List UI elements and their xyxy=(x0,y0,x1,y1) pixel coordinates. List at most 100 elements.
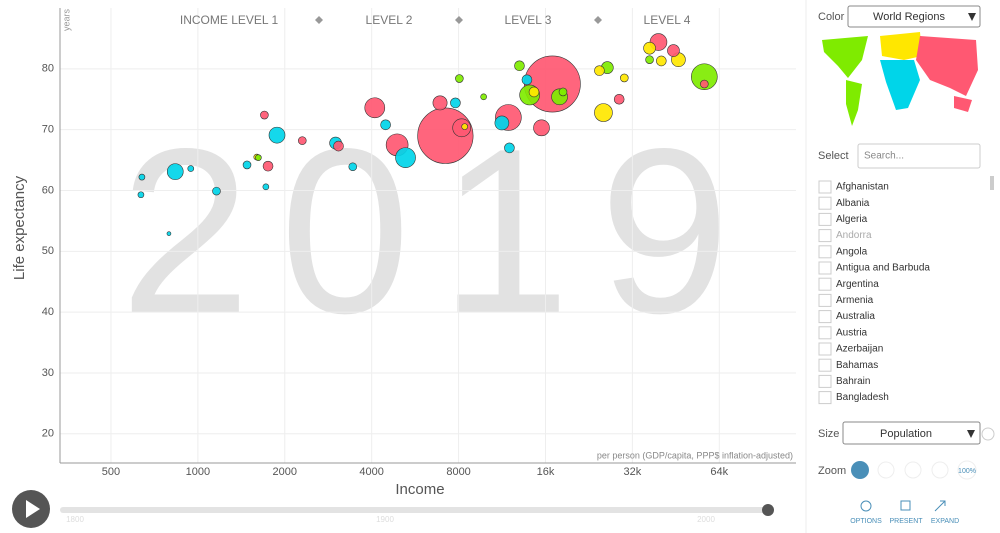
country-list: Afghanistan Albania Algeria Andorra Angola An… xyxy=(818,180,930,405)
checkbox[interactable] xyxy=(818,342,832,356)
bubble xyxy=(166,163,184,180)
bubble xyxy=(242,160,252,170)
map-region xyxy=(846,80,862,126)
size-value: Population xyxy=(880,428,932,440)
checkbox[interactable] xyxy=(818,196,832,210)
checkbox[interactable] xyxy=(818,180,832,194)
x-axis-title[interactable]: Income xyxy=(395,481,444,498)
country-name[interactable]: Azerbaijan xyxy=(836,344,883,355)
x-tick-label: 64k xyxy=(710,466,728,478)
country-name[interactable]: Bahrain xyxy=(836,376,870,387)
color-value: World Regions xyxy=(873,11,945,23)
bubble xyxy=(395,147,416,168)
zoom-full: 100% xyxy=(958,468,976,475)
bubble xyxy=(298,136,307,145)
x-tick-label: 32k xyxy=(624,466,642,478)
checkbox[interactable] xyxy=(818,277,832,291)
bubble xyxy=(137,191,145,199)
country-name[interactable]: Andorra xyxy=(836,230,872,241)
y-axis-title[interactable]: Life expectancy xyxy=(11,175,28,280)
zoom-pointer[interactable] xyxy=(851,461,869,479)
checkbox[interactable] xyxy=(818,261,832,275)
country-name[interactable]: Australia xyxy=(836,311,875,322)
map-region xyxy=(916,36,978,96)
bubble xyxy=(212,186,221,196)
dropdown-arrow xyxy=(967,430,975,438)
select-label: Select xyxy=(818,150,849,162)
help-icon[interactable] xyxy=(981,427,995,441)
x-tick-label: 1000 xyxy=(186,466,210,478)
bubble xyxy=(691,63,718,91)
checkbox[interactable] xyxy=(818,391,832,405)
zoom-pan[interactable] xyxy=(931,461,949,479)
bubble xyxy=(521,74,533,86)
region-map[interactable] xyxy=(822,32,978,126)
country-name[interactable]: Austria xyxy=(836,327,868,338)
bubble xyxy=(514,60,525,72)
bubble xyxy=(268,126,286,144)
checkbox[interactable] xyxy=(818,374,832,388)
search-box[interactable] xyxy=(857,143,981,169)
expand-button[interactable]: EXPAND xyxy=(931,518,959,525)
play-icon xyxy=(26,500,40,518)
present-button[interactable]: PRESENT xyxy=(889,518,923,525)
country-name[interactable]: Bangladesh xyxy=(836,392,889,403)
level-label: LEVEL 3 xyxy=(505,13,552,27)
bubble xyxy=(594,65,605,76)
bubble xyxy=(364,97,386,119)
map-region xyxy=(822,36,868,78)
x-tick-label: 500 xyxy=(102,466,120,478)
checkbox[interactable] xyxy=(818,229,832,243)
bubble xyxy=(667,44,680,57)
country-name[interactable]: Afghanistan xyxy=(836,182,889,193)
scrollbar[interactable] xyxy=(990,176,994,190)
checkbox[interactable] xyxy=(818,212,832,226)
y-unit: years xyxy=(61,9,71,32)
y-tick-label: 20 xyxy=(42,428,54,440)
bubble xyxy=(260,110,269,120)
bubble xyxy=(613,93,625,105)
timeline-label: 1800 xyxy=(66,515,84,524)
timeline-handle[interactable] xyxy=(762,504,774,516)
country-name[interactable]: Antigua and Barbuda xyxy=(836,263,930,274)
checkbox[interactable] xyxy=(818,358,832,372)
size-label: Size xyxy=(818,428,839,440)
options-button[interactable]: OPTIONS xyxy=(850,518,882,525)
x-tick-label: 8000 xyxy=(446,466,470,478)
bubble xyxy=(450,97,461,109)
country-name[interactable]: Armenia xyxy=(836,295,874,306)
country-name[interactable]: Angola xyxy=(836,246,868,257)
x-note: per person (GDP/capita, PPP$ inflation-a… xyxy=(597,450,793,460)
color-select[interactable] xyxy=(847,5,981,28)
checkbox[interactable] xyxy=(818,310,832,324)
level-separators xyxy=(315,16,602,24)
present-icon[interactable] xyxy=(900,500,911,511)
country-name[interactable]: Argentina xyxy=(836,279,879,290)
map-region xyxy=(954,96,972,112)
size-select[interactable] xyxy=(842,421,981,445)
bubble xyxy=(643,41,656,55)
bubble xyxy=(262,183,270,191)
checkbox[interactable] xyxy=(818,293,832,307)
zoom-out[interactable] xyxy=(904,461,922,479)
country-name[interactable]: Algeria xyxy=(836,214,868,225)
color-label: Color xyxy=(818,11,845,23)
timeline-track[interactable] xyxy=(60,507,768,513)
expand-icon[interactable] xyxy=(934,500,946,512)
country-name[interactable]: Bahamas xyxy=(836,360,878,371)
bubble xyxy=(533,119,550,137)
y-tick-label: 70 xyxy=(42,124,54,136)
country-name[interactable]: Albania xyxy=(836,198,870,209)
bubble xyxy=(620,73,629,83)
zoom-in[interactable] xyxy=(877,461,895,479)
checkbox[interactable] xyxy=(818,326,832,340)
zoom-label: Zoom xyxy=(818,465,846,477)
zoom-reset[interactable] xyxy=(957,460,977,480)
bubble xyxy=(187,165,195,172)
options-icon[interactable] xyxy=(860,500,872,512)
checkbox[interactable] xyxy=(818,245,832,259)
bubble xyxy=(656,55,667,67)
bubble xyxy=(461,123,468,130)
